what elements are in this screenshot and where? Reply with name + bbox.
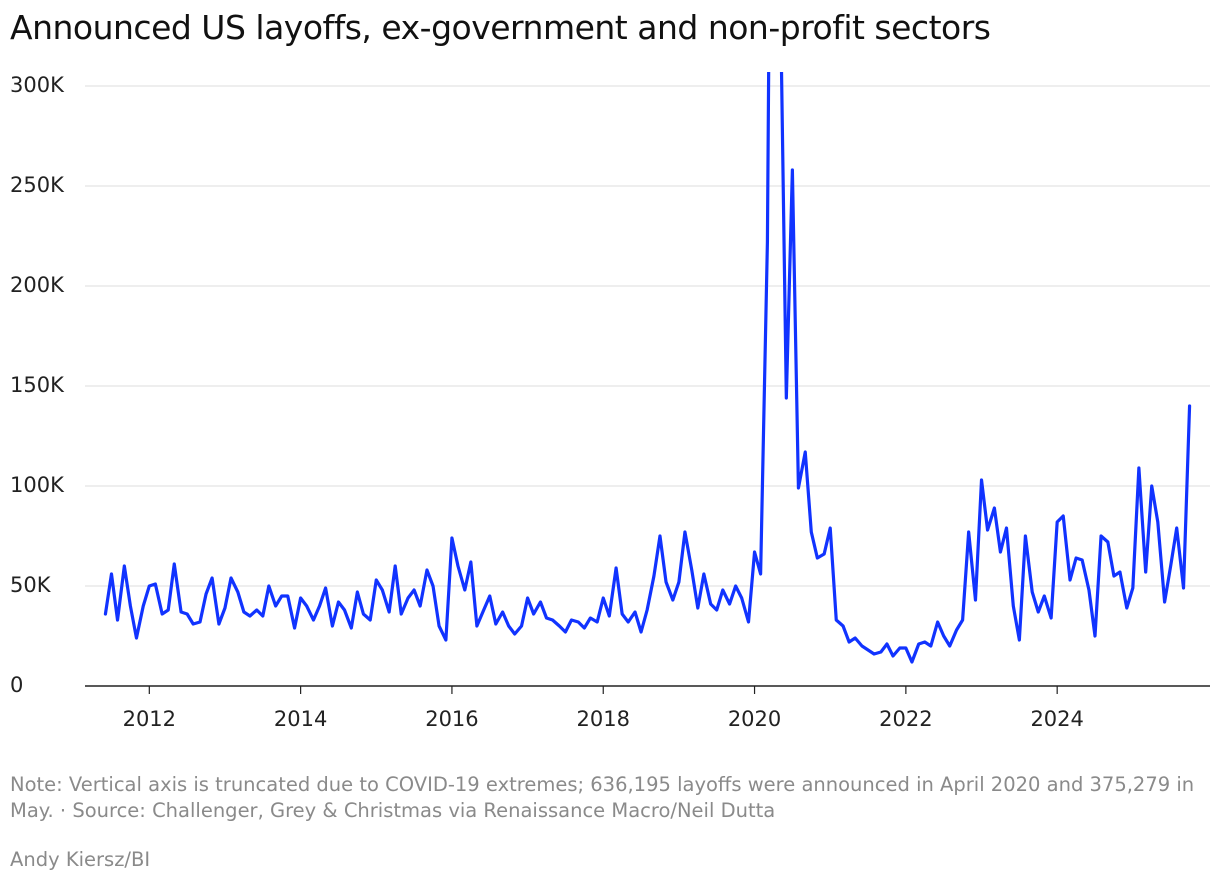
y-tick-label: 150K [10,373,65,397]
y-tick-label: 300K [10,73,65,97]
line [103,72,1192,664]
x-tick-label: 2012 [123,707,176,731]
x-tick-label: 2018 [577,707,630,731]
x-tick-label: 2022 [879,707,932,731]
y-tick-label: 250K [10,173,65,197]
note: Note: Vertical axis is truncated due to … [10,773,1195,822]
credit: Andy Kiersz/BI [10,848,151,871]
x-tick-label: 2020 [728,707,781,731]
y-tick-label: 0 [10,673,23,697]
x-tick-label: 2014 [274,707,327,731]
y-tick-label: 200K [10,273,65,297]
x-tick-label: 2024 [1030,707,1083,731]
chart-title: Announced US layoffs, ex-government and … [10,8,991,47]
y-tick-label: 50K [10,573,52,597]
plot-area [103,72,1192,664]
y-tick-label: 100K [10,473,65,497]
x-tick-label: 2016 [425,707,478,731]
